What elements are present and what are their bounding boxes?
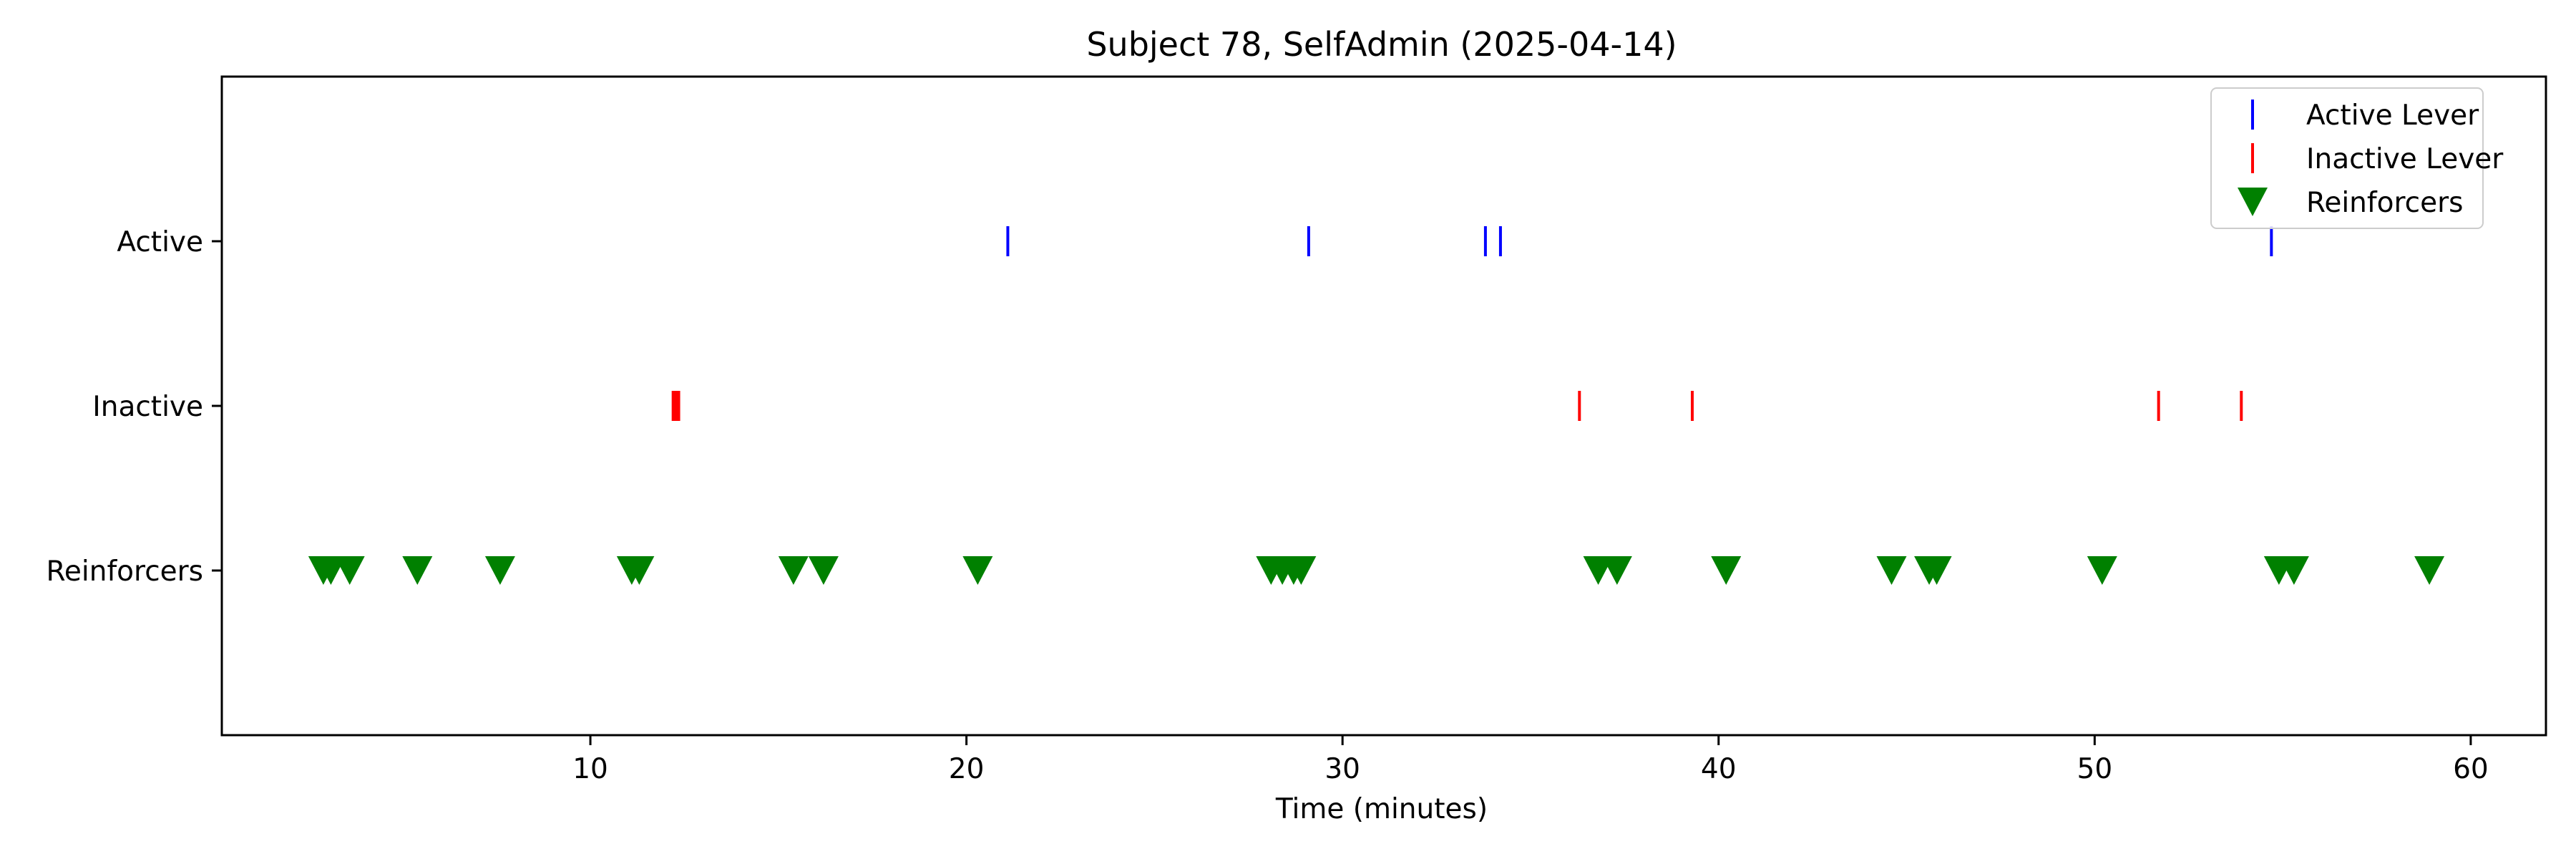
reinforcer-marker bbox=[402, 556, 433, 585]
reinforcer-marker bbox=[1921, 556, 1952, 585]
reinforcer-marker bbox=[1583, 556, 1614, 585]
reinforcer-marker bbox=[1876, 556, 1907, 585]
reinforcer-marker bbox=[778, 556, 809, 585]
reinforcer-marker bbox=[808, 556, 839, 585]
legend-label: Inactive Lever bbox=[2306, 143, 2504, 175]
x-tick-label: 40 bbox=[1701, 753, 1737, 785]
legend: Active Lever Inactive Lever Reinforcers bbox=[2210, 87, 2504, 229]
x-tick-label: 60 bbox=[2453, 753, 2489, 785]
reinforcer-marker bbox=[2414, 556, 2445, 585]
reinforcer-marker bbox=[484, 556, 515, 585]
x-tick-label: 50 bbox=[2077, 753, 2113, 785]
reinforcer-marker bbox=[316, 556, 346, 585]
y-tick-label: Active bbox=[117, 226, 203, 258]
reinforcer-marker bbox=[1601, 556, 1632, 585]
x-axis-label: Time (minutes) bbox=[1275, 793, 1488, 825]
x-tick-label: 30 bbox=[1324, 753, 1360, 785]
legend-label: Active Lever bbox=[2306, 100, 2479, 132]
reinforcer-marker bbox=[334, 556, 365, 585]
reinforcer-marker bbox=[2087, 556, 2117, 585]
reinforcer-marker bbox=[2278, 556, 2309, 585]
reinforcer-marker bbox=[624, 556, 655, 585]
legend-triangle-marker bbox=[2238, 188, 2268, 216]
y-tick-label: Reinforcers bbox=[47, 555, 203, 588]
reinforcer-marker bbox=[1286, 556, 1317, 585]
y-axis: Active Inactive Reinforcers bbox=[47, 226, 222, 588]
x-axis: 10 20 30 40 50 60 bbox=[572, 735, 2489, 785]
x-tick-label: 20 bbox=[949, 753, 985, 785]
reinforcer-marker bbox=[1711, 556, 1742, 585]
legend-label: Reinforcers bbox=[2306, 187, 2463, 219]
y-tick-label: Inactive bbox=[92, 391, 203, 423]
x-tick-label: 10 bbox=[572, 753, 608, 785]
chart-title: Subject 78, SelfAdmin (2025-04-14) bbox=[1086, 25, 1677, 64]
plot-marks bbox=[308, 226, 2445, 585]
legend-box bbox=[2210, 87, 2484, 229]
reinforcer-marker bbox=[962, 556, 993, 585]
